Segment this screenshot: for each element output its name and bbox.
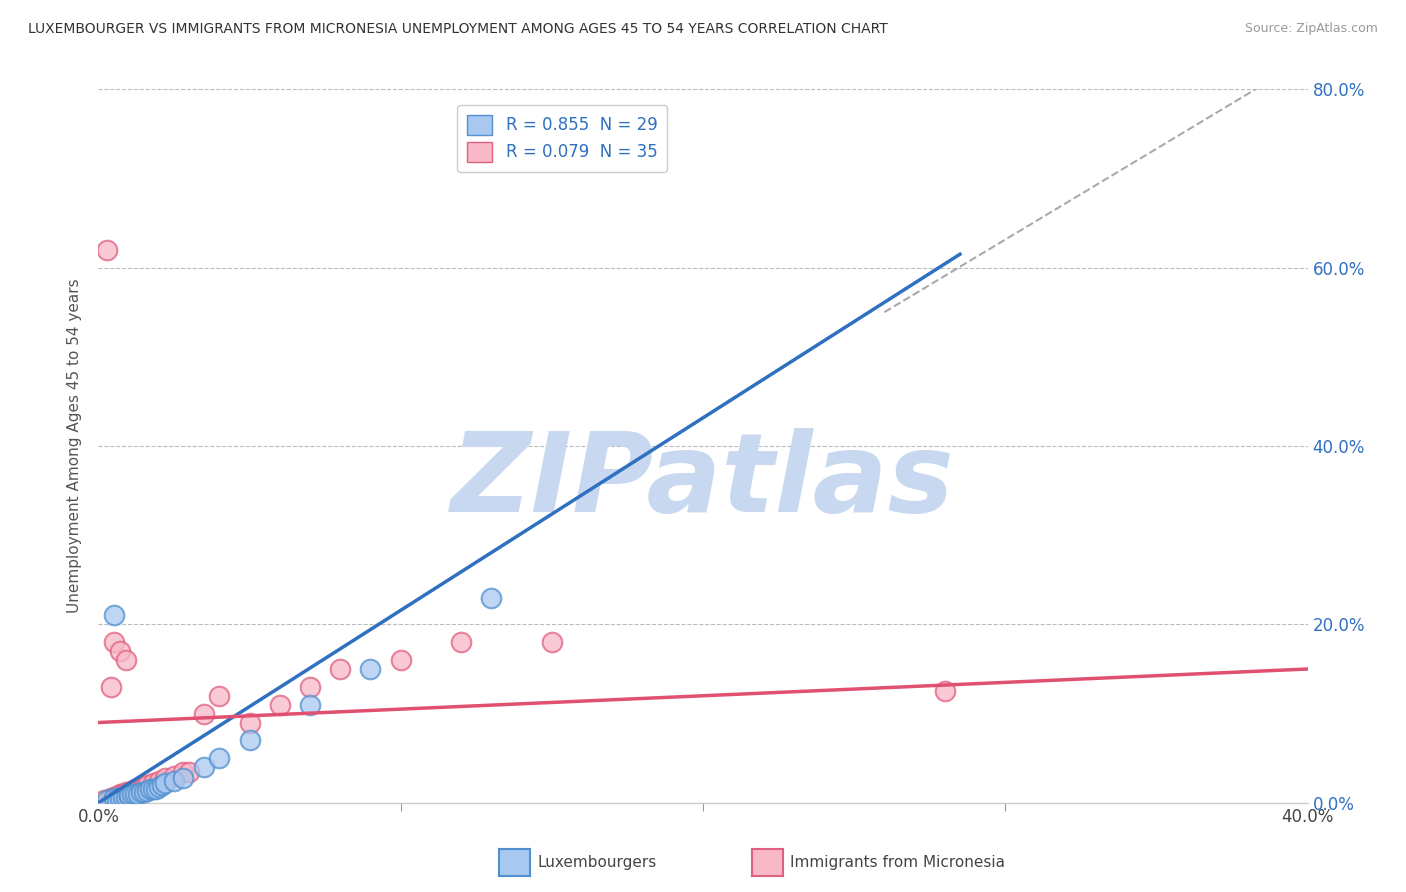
Text: LUXEMBOURGER VS IMMIGRANTS FROM MICRONESIA UNEMPLOYMENT AMONG AGES 45 TO 54 YEAR: LUXEMBOURGER VS IMMIGRANTS FROM MICRONES…: [28, 22, 887, 37]
Y-axis label: Unemployment Among Ages 45 to 54 years: Unemployment Among Ages 45 to 54 years: [67, 278, 83, 614]
Point: [108, 791, 131, 805]
Point: [96, 793, 118, 807]
Point: [163, 773, 186, 788]
Point: [540, 635, 562, 649]
Point: [389, 653, 412, 667]
Point: [450, 635, 472, 649]
Point: [100, 680, 122, 694]
Point: [108, 644, 131, 658]
Point: [163, 769, 186, 783]
Point: [148, 773, 170, 788]
Point: [135, 778, 157, 792]
Point: [103, 791, 125, 805]
Point: [114, 789, 136, 804]
Point: [108, 787, 131, 801]
Point: [360, 662, 382, 676]
Point: [934, 684, 956, 698]
Point: [118, 788, 141, 802]
Text: ZIPatlas: ZIPatlas: [451, 428, 955, 535]
Point: [103, 608, 125, 623]
Point: [329, 662, 352, 676]
Point: [93, 793, 115, 807]
Point: [127, 787, 149, 801]
Point: [148, 780, 170, 794]
Point: [208, 689, 231, 703]
Point: [127, 782, 149, 797]
Point: [179, 764, 201, 779]
Point: [111, 787, 134, 801]
Point: [121, 784, 143, 798]
Point: [124, 782, 146, 797]
Point: [299, 680, 322, 694]
Point: [208, 751, 231, 765]
Point: [150, 778, 173, 792]
Text: Immigrants from Micronesia: Immigrants from Micronesia: [790, 855, 1005, 870]
Point: [129, 781, 152, 796]
Point: [96, 243, 118, 257]
Point: [172, 764, 194, 779]
Point: [193, 706, 215, 721]
Point: [239, 715, 262, 730]
Point: [153, 776, 176, 790]
Point: [193, 760, 215, 774]
Point: [129, 785, 152, 799]
Text: Luxembourgers: Luxembourgers: [537, 855, 657, 870]
Point: [111, 790, 134, 805]
Point: [105, 789, 128, 803]
Point: [239, 733, 262, 747]
Point: [145, 781, 167, 796]
Point: [139, 782, 162, 797]
Point: [135, 784, 157, 798]
Point: [132, 780, 155, 794]
Point: [481, 591, 503, 605]
Point: [142, 776, 165, 790]
Text: Source: ZipAtlas.com: Source: ZipAtlas.com: [1244, 22, 1378, 36]
Point: [132, 785, 155, 799]
Point: [105, 792, 128, 806]
Point: [118, 789, 141, 803]
Legend: R = 0.855  N = 29, R = 0.079  N = 35: R = 0.855 N = 29, R = 0.079 N = 35: [457, 104, 668, 172]
Point: [142, 782, 165, 797]
Point: [103, 635, 125, 649]
Point: [121, 787, 143, 801]
Point: [118, 785, 141, 799]
Point: [114, 653, 136, 667]
Point: [124, 787, 146, 801]
Point: [269, 698, 291, 712]
Point: [172, 771, 194, 785]
Point: [153, 771, 176, 785]
Point: [299, 698, 322, 712]
Point: [114, 785, 136, 799]
Point: [100, 791, 122, 805]
Point: [103, 789, 125, 804]
